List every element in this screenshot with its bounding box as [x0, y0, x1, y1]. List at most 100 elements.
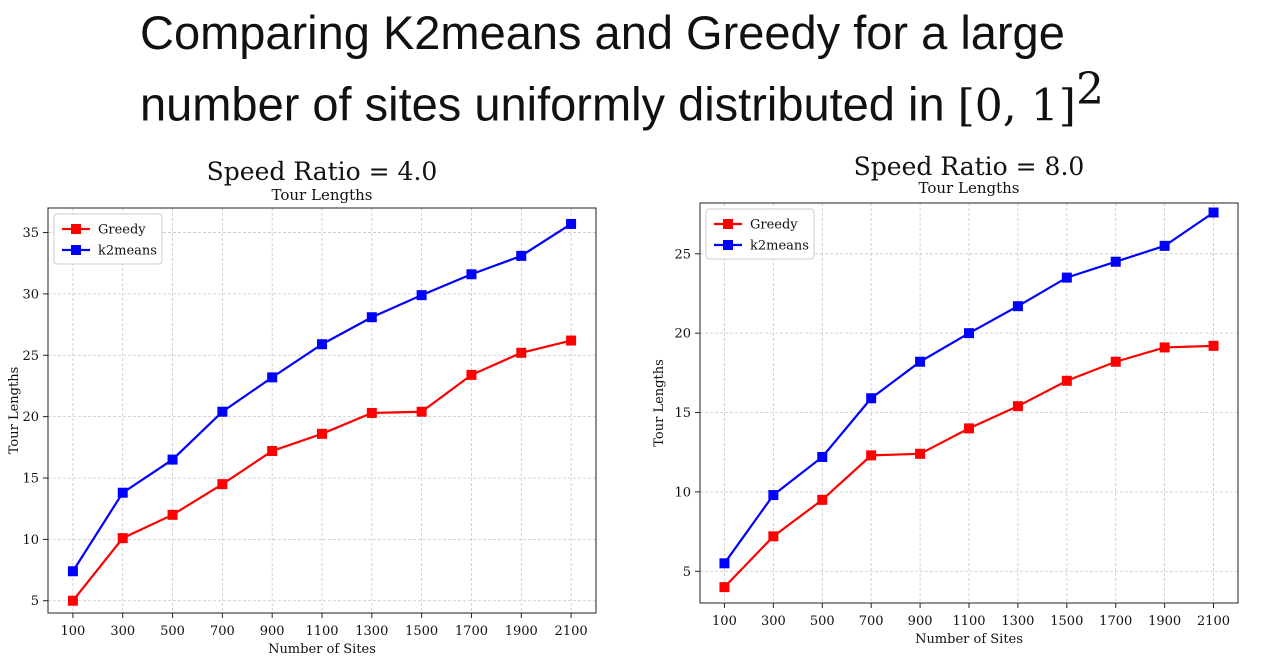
legend-marker-k2means [723, 240, 733, 250]
data-point-greedy [466, 369, 477, 380]
data-point-greedy [817, 494, 828, 505]
data-point-greedy [317, 428, 327, 439]
legend-label-greedy: Greedy [750, 218, 798, 233]
data-point-greedy [516, 347, 527, 358]
x-tick-label: 1900 [1148, 614, 1181, 629]
slide-title-math: [0, 1] [957, 80, 1076, 132]
data-point-k2means [1061, 272, 1072, 283]
data-point-greedy [1061, 375, 1072, 386]
y-axis-label: Tour Lengths [7, 367, 22, 455]
data-point-greedy [1110, 356, 1121, 367]
data-point-greedy [866, 450, 877, 461]
data-point-greedy [566, 335, 577, 346]
data-point-k2means [866, 393, 877, 404]
y-tick-label: 15 [674, 406, 691, 421]
x-tick-label: 700 [210, 624, 235, 639]
data-point-greedy [768, 531, 779, 542]
y-tick-label: 20 [22, 410, 39, 425]
data-point-k2means [466, 269, 477, 280]
data-point-k2means [267, 372, 278, 383]
data-point-k2means [1110, 256, 1121, 267]
data-point-k2means [1159, 240, 1170, 251]
x-tick-label: 2100 [555, 624, 588, 639]
legend-marker-greedy [723, 219, 733, 229]
y-axis-label: Tour Lengths [652, 359, 667, 447]
x-tick-label: 1500 [405, 624, 438, 639]
y-tick-label: 5 [683, 565, 691, 580]
y-tick-label: 35 [22, 226, 39, 241]
x-tick-label: 1100 [952, 614, 985, 629]
x-axis-label: Number of Sites [915, 632, 1023, 647]
x-tick-label: 1700 [455, 624, 488, 639]
data-point-k2means [1012, 301, 1023, 312]
data-point-k2means [416, 290, 427, 301]
slide-title-line1: Comparing K2means and Greedy for a large [140, 6, 1065, 59]
x-tick-label: 500 [160, 624, 185, 639]
data-point-greedy [1012, 401, 1023, 412]
data-point-k2means [516, 250, 527, 261]
x-tick-label: 900 [260, 624, 285, 639]
data-point-greedy [719, 582, 730, 593]
x-tick-label: 1300 [1001, 614, 1034, 629]
y-tick-label: 5 [31, 594, 39, 609]
x-tick-label: 1300 [355, 624, 388, 639]
x-tick-label: 2100 [1197, 614, 1230, 629]
slide-title-exponent: 2 [1075, 64, 1104, 115]
data-point-greedy [964, 423, 974, 434]
data-point-greedy [67, 595, 78, 606]
data-point-k2means [317, 339, 327, 350]
legend-label-k2means: k2means [750, 239, 809, 254]
data-point-k2means [1208, 207, 1219, 218]
x-tick-label: 300 [110, 624, 135, 639]
chart-subtitle: Tour Lengths [272, 186, 373, 204]
data-point-k2means [117, 487, 128, 498]
x-tick-label: 1900 [505, 624, 538, 639]
data-point-k2means [817, 451, 828, 462]
x-tick-label: 100 [712, 614, 737, 629]
data-point-k2means [915, 356, 926, 367]
data-point-greedy [167, 509, 178, 520]
data-point-greedy [366, 407, 377, 418]
data-point-greedy [416, 406, 427, 417]
y-tick-label: 10 [674, 485, 691, 500]
legend-marker-greedy [71, 224, 81, 234]
data-point-k2means [366, 312, 377, 323]
data-point-greedy [1159, 342, 1170, 353]
x-tick-label: 500 [810, 614, 835, 629]
data-point-k2means [167, 454, 178, 465]
x-tick-label: 100 [60, 624, 85, 639]
chart-title: Speed Ratio = 8.0 [854, 152, 1085, 181]
y-tick-label: 25 [674, 247, 691, 262]
legend-label-k2means: k2means [98, 244, 157, 259]
x-tick-label: 1100 [305, 624, 338, 639]
x-tick-label: 1500 [1050, 614, 1083, 629]
data-point-greedy [915, 448, 926, 459]
x-tick-label: 300 [761, 614, 786, 629]
x-tick-label: 900 [908, 614, 933, 629]
data-point-greedy [267, 446, 278, 456]
x-tick-label: 700 [859, 614, 884, 629]
data-point-greedy [117, 533, 128, 544]
x-axis-label: Number of Sites [268, 642, 376, 657]
slide-title: Comparing K2means and Greedy for a large… [140, 4, 1260, 135]
y-tick-label: 10 [22, 533, 39, 548]
data-point-greedy [217, 479, 228, 490]
data-point-k2means [566, 218, 577, 229]
data-point-k2means [217, 406, 228, 417]
legend-marker-k2means [71, 245, 81, 255]
data-point-k2means [768, 490, 779, 501]
data-point-greedy [1208, 340, 1219, 351]
y-tick-label: 15 [22, 472, 39, 487]
legend-label-greedy: Greedy [98, 223, 146, 238]
y-tick-label: 20 [674, 327, 691, 342]
chart-subtitle: Tour Lengths [919, 179, 1020, 197]
x-tick-label: 1700 [1099, 614, 1132, 629]
chart-title: Speed Ratio = 4.0 [207, 157, 438, 186]
data-point-k2means [719, 558, 730, 569]
y-tick-label: 30 [22, 287, 39, 302]
slide-title-line2: number of sites uniformly distributed in [140, 77, 958, 131]
data-point-k2means [964, 328, 974, 339]
data-point-k2means [67, 566, 78, 577]
